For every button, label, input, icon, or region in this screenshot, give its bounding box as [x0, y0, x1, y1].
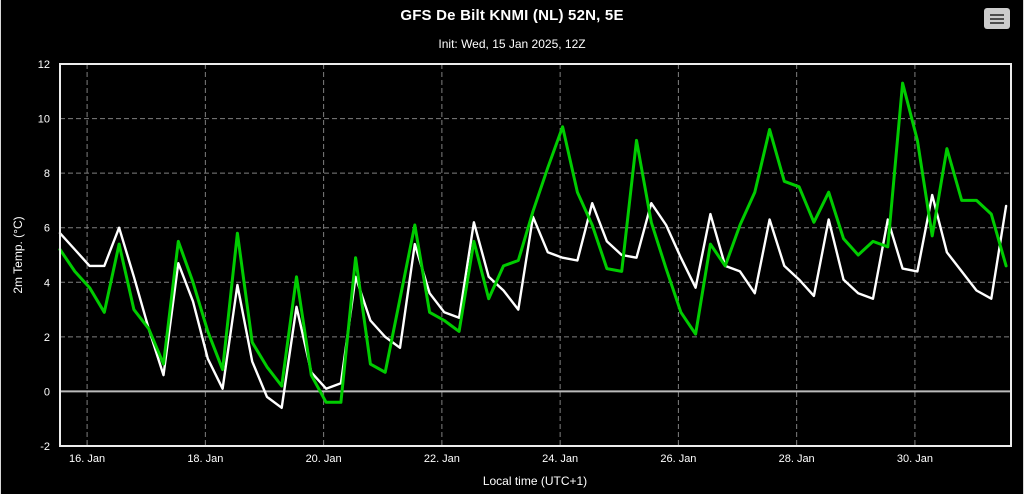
x-axis-title: Local time (UTC+1) — [482, 474, 588, 488]
x-tick-label: 26. Jan — [660, 453, 696, 465]
y-tick-label: 10 — [38, 114, 50, 126]
y-axis-title: 2m Temp. (°C) — [11, 216, 25, 294]
chart-subtitle: Init: Wed, 15 Jan 2025, 12Z — [438, 37, 586, 51]
y-tick-label: 0 — [44, 386, 50, 398]
x-tick-label: 24. Jan — [542, 453, 578, 465]
x-tick-label: 16. Jan — [69, 453, 105, 465]
x-tick-label: 28. Jan — [779, 453, 815, 465]
y-tick-label: 2 — [44, 332, 50, 344]
x-tick-label: 20. Jan — [306, 453, 342, 465]
chart-title: GFS De Bilt KNMI (NL) 52N, 5E — [400, 7, 624, 24]
y-tick-label: 12 — [38, 59, 50, 71]
x-tick-label: 22. Jan — [424, 453, 460, 465]
y-tick-label: 4 — [44, 277, 50, 289]
chart-context-menu-button[interactable] — [984, 8, 1010, 29]
y-tick-label: -2 — [40, 441, 50, 453]
series-white[interactable] — [58, 193, 1008, 409]
series-green[interactable] — [58, 81, 1008, 404]
plot-border — [59, 63, 1012, 447]
x-tick-label: 30. Jan — [897, 453, 933, 465]
y-tick-label: 8 — [44, 168, 50, 180]
x-tick-label: 18. Jan — [187, 453, 223, 465]
hamburger-icon — [990, 13, 1004, 16]
y-tick-label: 6 — [44, 223, 50, 235]
